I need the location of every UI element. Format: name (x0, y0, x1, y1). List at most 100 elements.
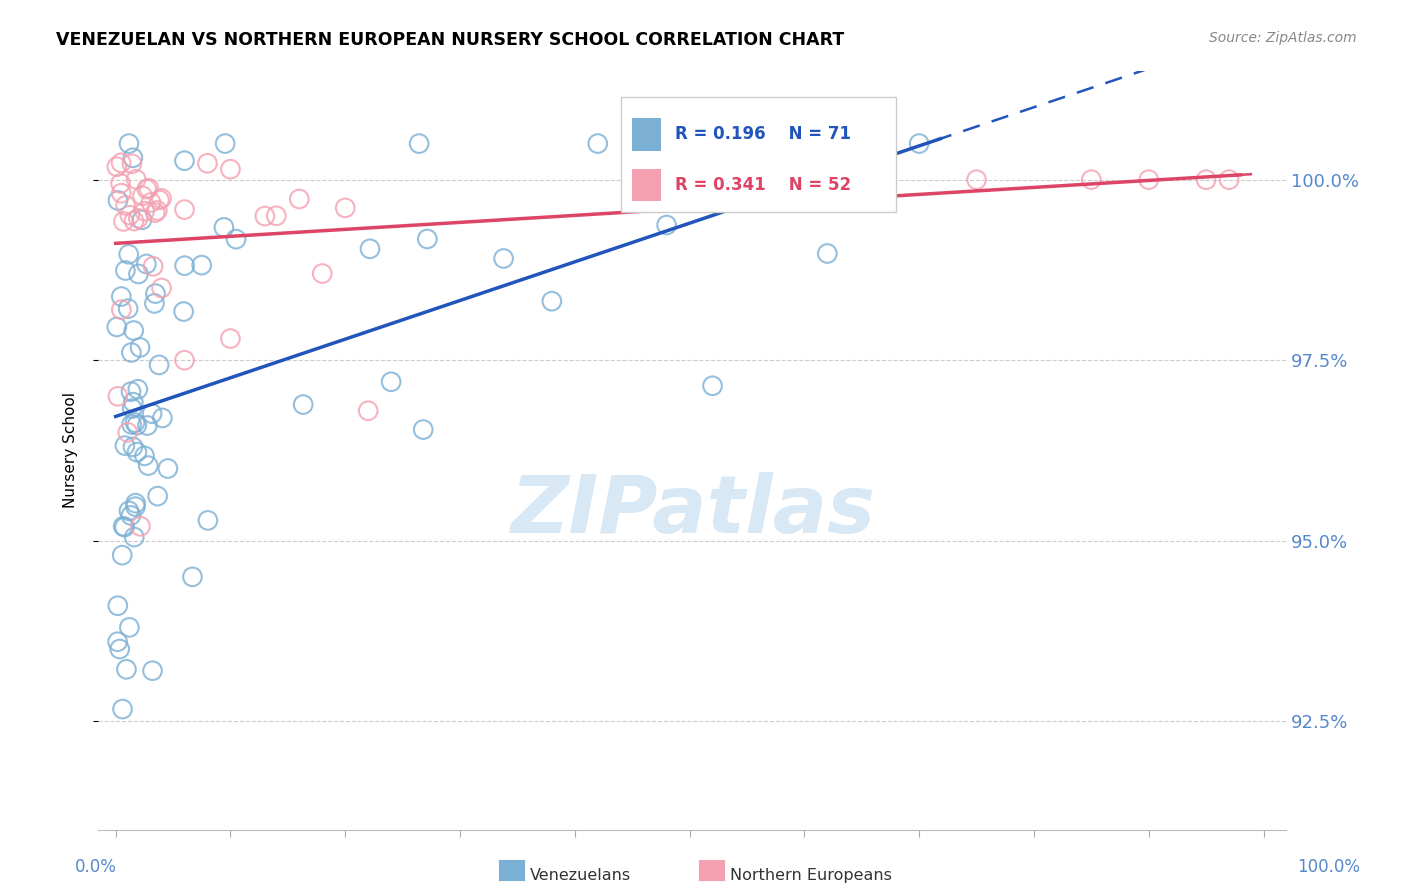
Point (118, 136, 141, 151)
Point (335, 201, 357, 215)
Point (173, 304, 195, 318)
Point (121, 401, 143, 416)
Point (120, 384, 142, 399)
Point (214, 136, 236, 151)
Text: R = 0.196    N = 71: R = 0.196 N = 71 (675, 125, 851, 144)
Point (702, 378, 724, 392)
Point (540, 294, 562, 309)
Point (107, 634, 129, 648)
Point (492, 252, 515, 266)
Point (124, 500, 146, 514)
Point (1218, 172, 1240, 186)
Point (225, 232, 247, 246)
Point (112, 519, 135, 533)
Point (120, 345, 142, 359)
Point (125, 172, 148, 186)
Point (156, 461, 179, 475)
Point (586, 136, 609, 151)
Text: Venezuelans: Venezuelans (530, 869, 631, 883)
Point (110, 302, 132, 317)
Point (114, 263, 136, 277)
Point (107, 389, 129, 403)
Point (110, 186, 132, 201)
Point (124, 416, 146, 430)
Point (129, 341, 152, 355)
Point (108, 642, 131, 657)
Point (359, 242, 381, 256)
Point (145, 286, 167, 301)
Point (129, 519, 152, 533)
Point (122, 530, 145, 544)
Point (117, 301, 139, 316)
Point (143, 296, 166, 310)
Point (148, 358, 170, 372)
Point (105, 160, 128, 174)
Point (118, 247, 141, 261)
Text: Northern Europeans: Northern Europeans (730, 869, 891, 883)
Point (110, 155, 132, 169)
Text: ZIPatlas: ZIPatlas (510, 472, 875, 550)
Point (357, 403, 380, 417)
Point (851, 172, 873, 186)
Point (122, 324, 145, 338)
Point (1080, 172, 1102, 186)
Point (146, 203, 169, 218)
Point (112, 214, 135, 228)
Point (173, 259, 195, 273)
Point (127, 382, 149, 396)
Point (122, 395, 145, 409)
Point (908, 136, 931, 151)
Point (408, 136, 430, 151)
Point (143, 205, 166, 219)
Point (150, 191, 173, 205)
Point (181, 570, 204, 584)
Point (141, 407, 163, 421)
Point (115, 662, 138, 676)
Point (380, 375, 402, 389)
Point (655, 218, 678, 232)
Point (118, 208, 141, 222)
Point (173, 353, 195, 368)
Point (120, 508, 142, 523)
Point (138, 181, 160, 195)
Point (212, 220, 235, 235)
Point (110, 289, 132, 303)
Point (121, 417, 143, 432)
Point (118, 504, 141, 518)
Point (966, 172, 988, 186)
Text: VENEZUELAN VS NORTHERN EUROPEAN NURSERY SCHOOL CORRELATION CHART: VENEZUELAN VS NORTHERN EUROPEAN NURSERY … (56, 31, 845, 49)
Point (142, 260, 165, 274)
Point (110, 177, 132, 191)
Point (735, 172, 758, 186)
FancyBboxPatch shape (620, 96, 896, 212)
Point (117, 425, 139, 440)
Point (134, 449, 156, 463)
Point (1137, 172, 1160, 186)
Point (173, 202, 195, 217)
Point (288, 192, 311, 206)
Point (150, 411, 173, 425)
Point (127, 211, 149, 226)
Point (141, 664, 163, 678)
Point (107, 194, 129, 208)
Point (219, 162, 242, 177)
Point (148, 193, 170, 207)
Point (134, 204, 156, 219)
Point (412, 423, 434, 437)
Point (121, 157, 143, 171)
Point (1195, 172, 1218, 186)
Point (122, 151, 145, 165)
Point (173, 153, 195, 168)
Point (118, 620, 141, 634)
Point (219, 332, 242, 346)
Text: 0.0%: 0.0% (75, 858, 117, 876)
Point (190, 258, 212, 272)
Point (125, 445, 148, 459)
Point (292, 398, 315, 412)
Point (131, 189, 153, 203)
Point (107, 599, 129, 613)
Point (416, 232, 439, 246)
Point (114, 439, 136, 453)
Text: 100.0%: 100.0% (1298, 858, 1360, 876)
Point (114, 198, 136, 212)
